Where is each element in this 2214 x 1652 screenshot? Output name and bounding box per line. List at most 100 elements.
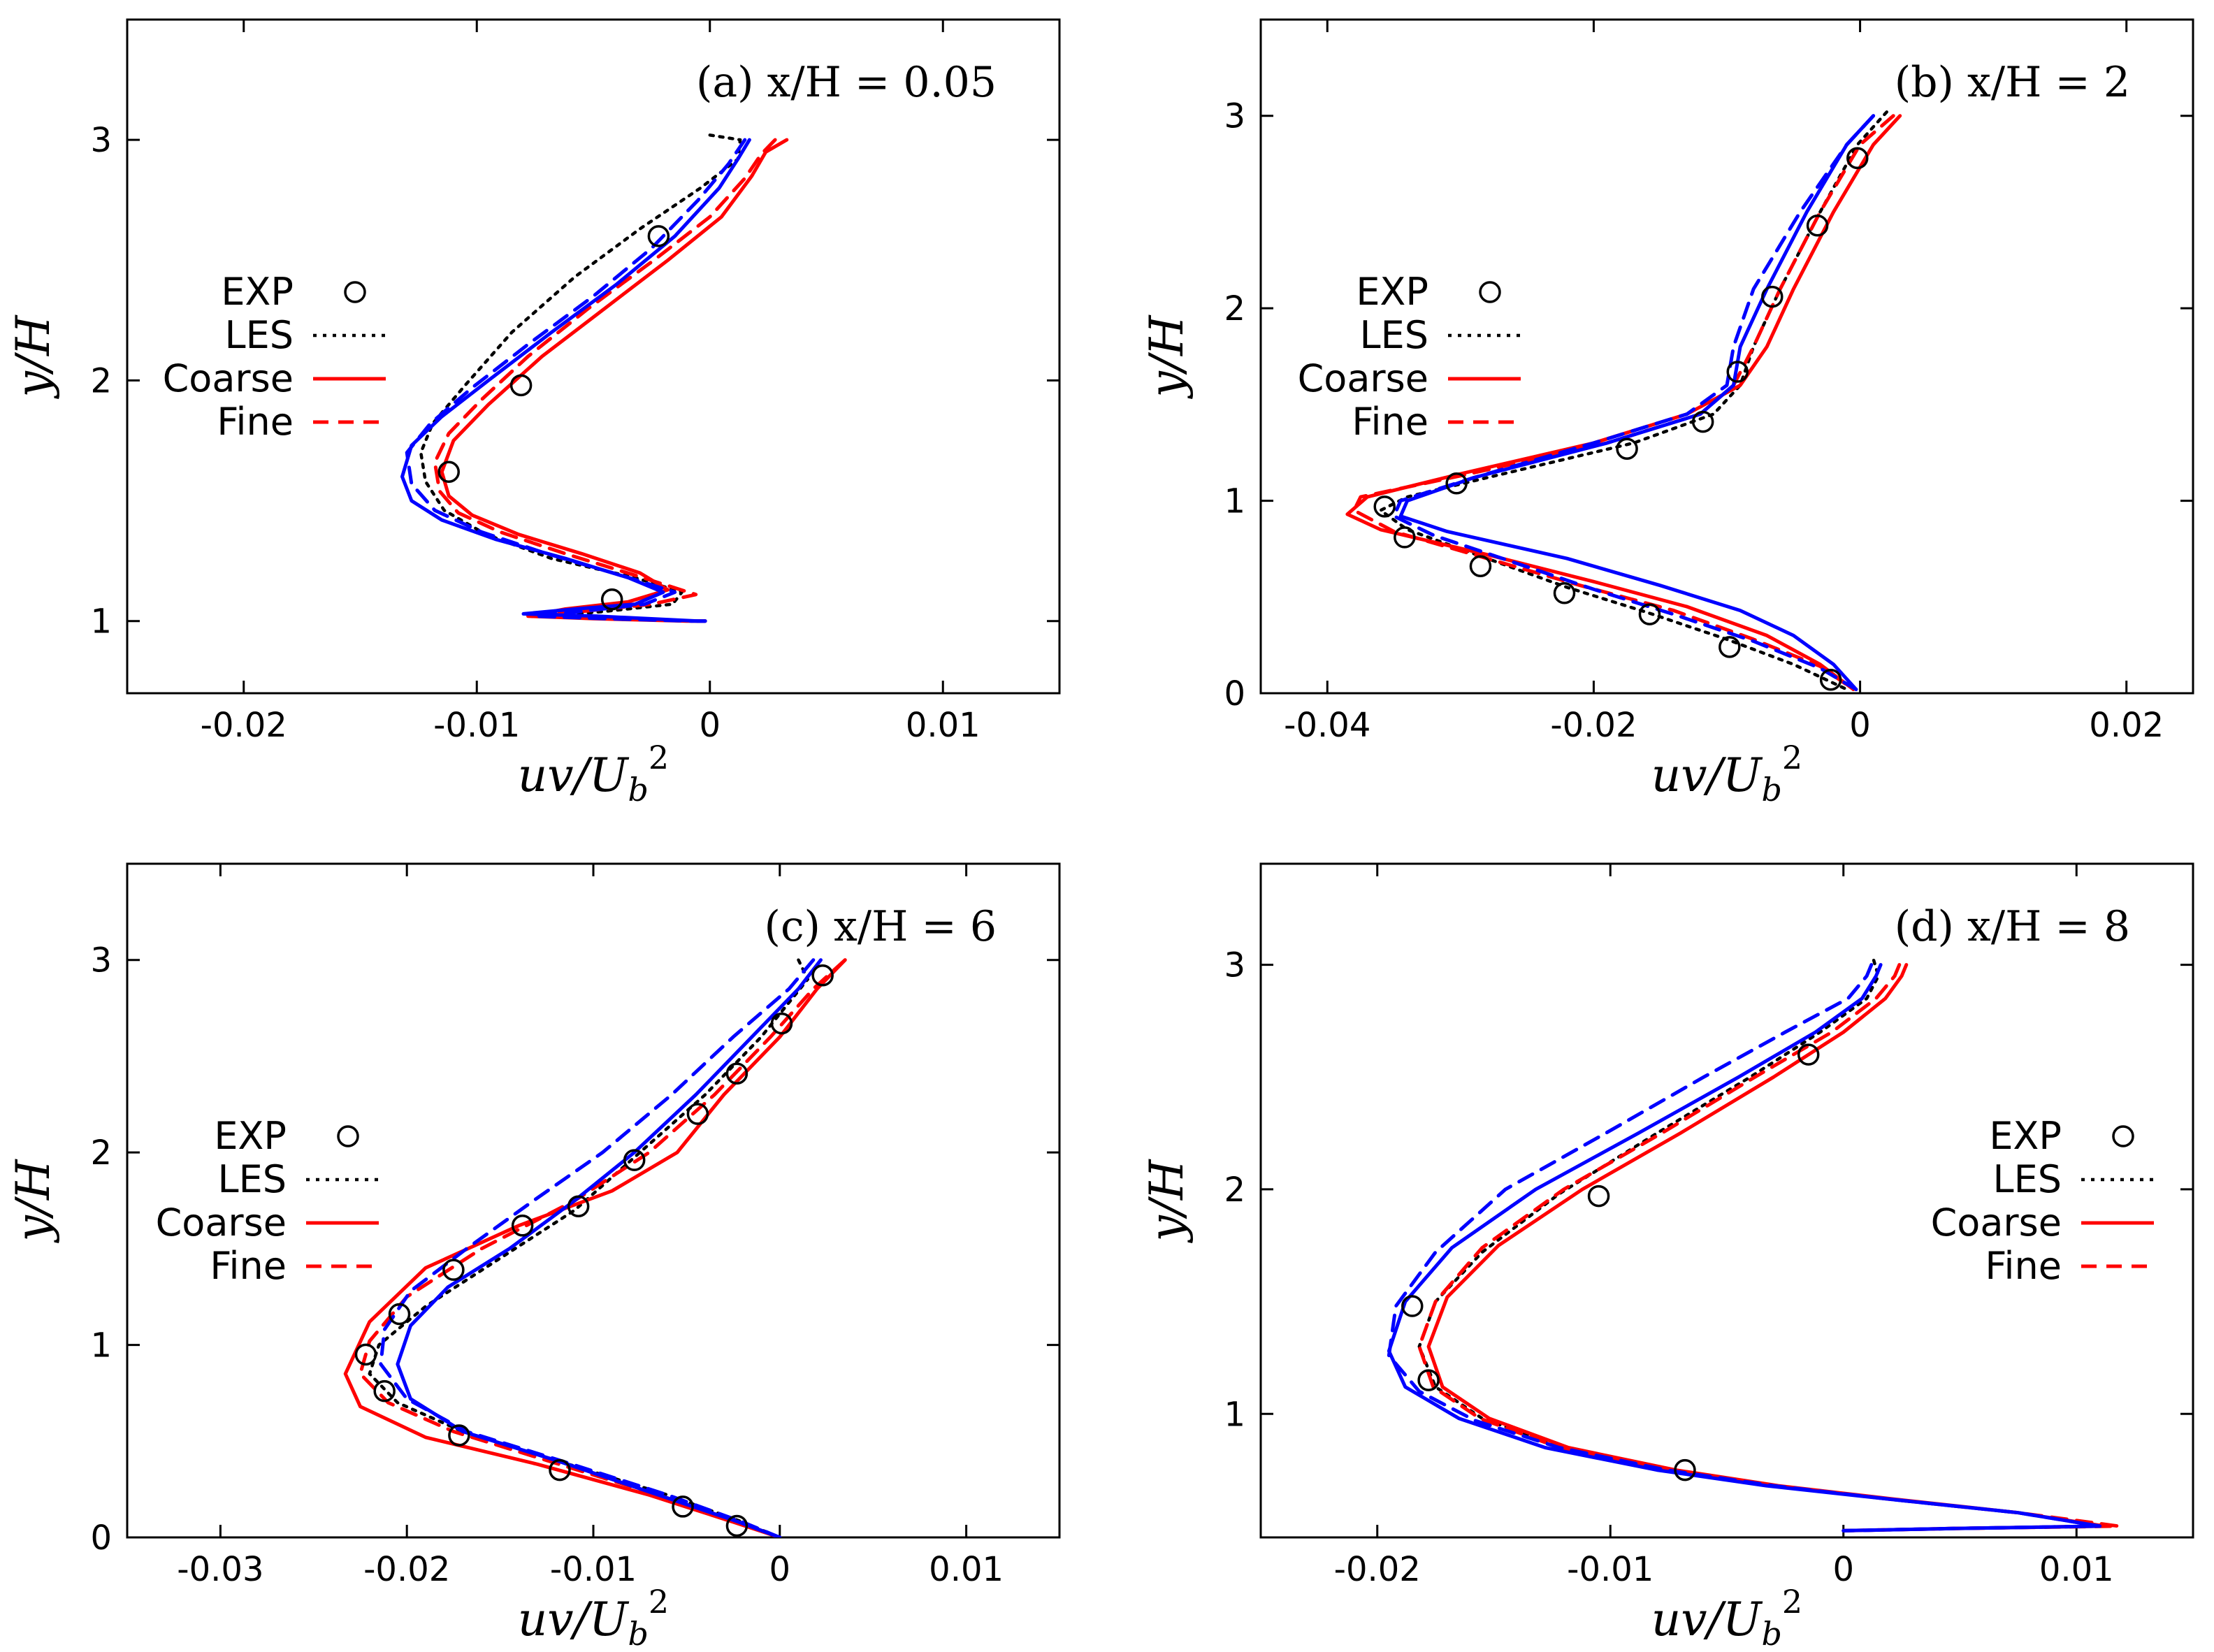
y-tick-label: 2 — [1224, 1171, 1245, 1210]
exp-marker — [1553, 582, 1576, 604]
series-line-coarse — [1345, 114, 1902, 691]
legend-label: Fine — [210, 1244, 287, 1288]
x-tick-label: -0.02 — [1550, 706, 1637, 745]
series-line-coarse — [440, 138, 789, 623]
y-tick-label: 1 — [90, 1326, 112, 1365]
exp-marker — [672, 1495, 694, 1518]
exp-marker — [511, 1215, 534, 1237]
x-tick-label: -0.01 — [433, 706, 520, 745]
series-line-fine — [1352, 114, 1895, 691]
series-line-les — [368, 958, 810, 1537]
panel-title: (d) x/H = 8 — [1895, 902, 2130, 951]
y-axis-label: y/H — [6, 1159, 60, 1244]
legend-label: EXP — [214, 1114, 287, 1158]
plot-area — [400, 133, 789, 623]
exp-marker — [725, 1514, 748, 1537]
exp-marker — [1719, 636, 1741, 658]
y-tick-label: 1 — [1224, 1395, 1245, 1434]
y-tick-label: 3 — [1224, 946, 1245, 985]
series-line-model-solid- — [400, 138, 751, 623]
series-line-coarse — [343, 958, 847, 1537]
exp-marker — [1394, 526, 1416, 549]
exp-marker — [600, 588, 623, 611]
x-tick-label: 0 — [1849, 706, 1871, 745]
legend-label: Fine — [1985, 1244, 2062, 1288]
exp-marker — [1616, 437, 1638, 460]
series-line-model-dashed- — [405, 138, 747, 623]
x-axis-label: uv/Ub2 — [1651, 739, 1802, 809]
legend-label: LES — [218, 1157, 287, 1201]
legend-label: LES — [1993, 1157, 2062, 1201]
y-tick-label: 2 — [1224, 289, 1245, 328]
x-tick-label: 0.02 — [2089, 706, 2164, 745]
exp-marker — [448, 1424, 470, 1447]
panel-title: (b) x/H = 2 — [1895, 58, 2130, 107]
x-tick-label: -0.01 — [550, 1550, 637, 1589]
y-tick-label: 3 — [90, 121, 112, 160]
panel-title: (a) x/H = 0.05 — [696, 58, 997, 107]
exp-marker — [388, 1303, 411, 1326]
exp-marker — [1761, 285, 1784, 308]
x-tick-label: -0.02 — [363, 1550, 450, 1589]
x-tick-label: 0.01 — [929, 1550, 1004, 1589]
panel-title: (c) x/H = 6 — [765, 902, 997, 951]
exp-marker — [686, 1103, 709, 1125]
legend-label: LES — [225, 313, 294, 357]
x-tick-label: 0.01 — [2039, 1550, 2114, 1589]
series-line-model-dashed- — [1387, 963, 2102, 1533]
plot-frame — [126, 18, 1061, 695]
series-line-model-dashed- — [1392, 114, 1876, 691]
y-axis-label: y/H — [1140, 314, 1194, 400]
exp-marker — [1445, 472, 1468, 495]
legend-label: Coarse — [163, 356, 294, 400]
exp-marker — [1691, 410, 1714, 433]
exp-marker — [647, 225, 670, 247]
x-tick-label: -0.03 — [177, 1550, 263, 1589]
y-tick-label: 3 — [90, 941, 112, 980]
series-line-fine — [1417, 963, 2120, 1533]
exp-marker — [1806, 214, 1829, 237]
legend-marker — [337, 1125, 359, 1147]
plot-frame — [1259, 862, 2194, 1539]
y-tick-label: 2 — [90, 361, 112, 400]
exp-marker — [373, 1379, 396, 1403]
exp-marker — [1819, 668, 1842, 691]
x-tick-label: 0.01 — [906, 706, 981, 745]
x-tick-label: 0 — [769, 1550, 791, 1589]
exp-marker — [1797, 1043, 1820, 1066]
series-line-model-dashed- — [379, 958, 816, 1537]
x-tick-label: -0.02 — [201, 706, 287, 745]
y-tick-label: 0 — [1224, 674, 1245, 713]
legend-label: EXP — [221, 270, 294, 314]
legend-marker — [344, 281, 366, 303]
panel-c: -0.03 -0.02 -0.01 0 0.01 0 1 2 3 uv/Ub2 y/H (c) x/H… — [6, 862, 1061, 1652]
exp-marker — [1587, 1184, 1610, 1208]
x-tick-label: -0.01 — [1567, 1550, 1654, 1589]
exp-marker — [1846, 147, 1869, 170]
exp-marker — [1726, 361, 1749, 383]
legend-label: Coarse — [1931, 1201, 2062, 1245]
y-tick-label: 3 — [1224, 97, 1245, 136]
series-line-model-solid- — [396, 958, 823, 1537]
x-tick-label: 0 — [1832, 1550, 1854, 1589]
exp-marker — [509, 374, 533, 397]
exp-marker — [1674, 1458, 1696, 1481]
series-line-les — [419, 133, 742, 623]
y-axis-label: y/H — [1140, 1159, 1194, 1244]
exp-marker — [437, 461, 460, 484]
x-axis-label: uv/Ub2 — [1651, 1583, 1802, 1652]
y-tick-label: 1 — [1224, 482, 1245, 521]
exp-marker — [725, 1062, 748, 1085]
exp-marker — [354, 1343, 377, 1366]
legend-label: Fine — [217, 400, 294, 444]
legend-label: EXP — [1356, 270, 1428, 314]
plot-area — [343, 958, 847, 1537]
legend-marker — [2112, 1125, 2134, 1147]
panel-a: -0.02 -0.01 0 0.01 1 2 3 uv/Ub2 y/H (a) x/H = 0.0… — [6, 18, 1061, 809]
legend-marker — [1479, 281, 1501, 303]
legend-label: Fine — [1352, 400, 1428, 444]
panel-d: -0.02 -0.01 0 0.01 1 2 3 uv/Ub2 y/H (d) x/H = 8 EX… — [1140, 862, 2194, 1652]
x-tick-label: 0 — [699, 706, 721, 745]
exp-marker — [1638, 603, 1661, 625]
